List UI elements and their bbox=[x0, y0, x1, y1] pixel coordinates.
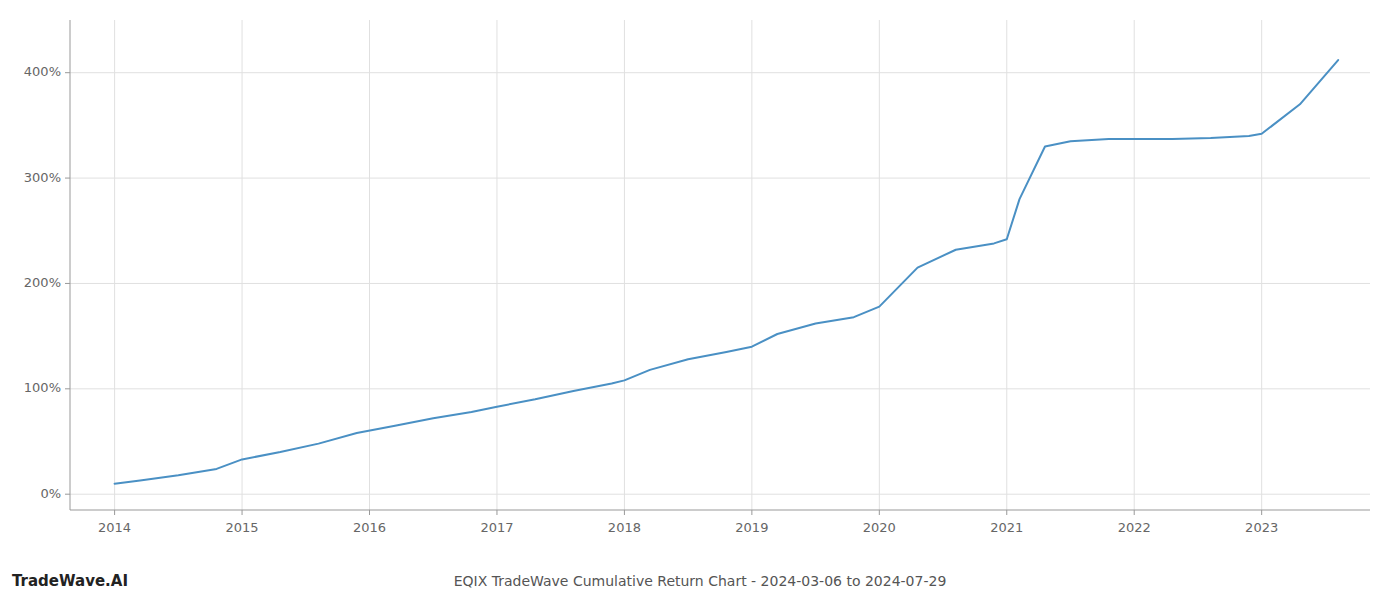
grid-line bbox=[70, 72, 1370, 73]
grid-line bbox=[114, 20, 115, 510]
axes: 0% 100% 200% 300% 400% 2014 2015 2016 2017 2018 20… bbox=[24, 20, 1370, 535]
tick-label: 300% bbox=[24, 170, 61, 185]
tick-label: 100% bbox=[24, 380, 61, 395]
tick-label: 2019 bbox=[735, 520, 768, 535]
tick-label: 2015 bbox=[226, 520, 259, 535]
tick-mark bbox=[751, 510, 752, 515]
tick-mark bbox=[65, 178, 70, 179]
grid-line bbox=[369, 20, 370, 510]
grid bbox=[70, 20, 1370, 510]
plot-area bbox=[115, 60, 1339, 484]
grid-line bbox=[1134, 20, 1135, 510]
grid-line bbox=[70, 283, 1370, 284]
tick-mark bbox=[65, 283, 70, 284]
tick-mark bbox=[879, 510, 880, 515]
tick-label: 2020 bbox=[863, 520, 896, 535]
tick-label: 2023 bbox=[1245, 520, 1278, 535]
tick-mark bbox=[65, 494, 70, 495]
grid-line bbox=[70, 494, 1370, 495]
grid-line bbox=[1006, 20, 1007, 510]
tick-mark bbox=[369, 510, 370, 515]
tick-label: 2018 bbox=[608, 520, 641, 535]
grid-line bbox=[70, 178, 1370, 179]
tick-label: 2021 bbox=[990, 520, 1023, 535]
tick-mark bbox=[65, 72, 70, 73]
data-line bbox=[115, 60, 1339, 484]
tick-mark bbox=[114, 510, 115, 515]
grid-line bbox=[242, 20, 243, 510]
tick-label: 200% bbox=[24, 275, 61, 290]
tick-label: 2014 bbox=[98, 520, 131, 535]
grid-line bbox=[751, 20, 752, 510]
tick-label: 0% bbox=[40, 486, 61, 501]
grid-line bbox=[1261, 20, 1262, 510]
tick-label: 2017 bbox=[480, 520, 513, 535]
grid-line bbox=[624, 20, 625, 510]
title: EQIX TradeWave Cumulative Return Chart -… bbox=[454, 573, 947, 589]
chart: 0% 100% 200% 300% 400% 2014 2015 2016 2017 2018 20… bbox=[0, 0, 1400, 600]
grid-line bbox=[879, 20, 880, 510]
grid-line bbox=[496, 20, 497, 510]
tick-mark bbox=[1134, 510, 1135, 515]
y-axis-line bbox=[70, 20, 71, 510]
tick-label: 2016 bbox=[353, 520, 386, 535]
tick-label: 400% bbox=[24, 64, 61, 79]
x-axis-line bbox=[70, 510, 1370, 511]
tick-mark bbox=[242, 510, 243, 515]
tick-mark bbox=[65, 388, 70, 389]
tick-mark bbox=[624, 510, 625, 515]
page: {"chart_data": {"type": "line", "title":… bbox=[0, 0, 1400, 600]
tick-label: 2022 bbox=[1118, 520, 1151, 535]
tick-mark bbox=[1006, 510, 1007, 515]
grid-line bbox=[70, 388, 1370, 389]
watermark: TradeWave.AI bbox=[12, 572, 128, 590]
tick-mark bbox=[1261, 510, 1262, 515]
tick-mark bbox=[496, 510, 497, 515]
